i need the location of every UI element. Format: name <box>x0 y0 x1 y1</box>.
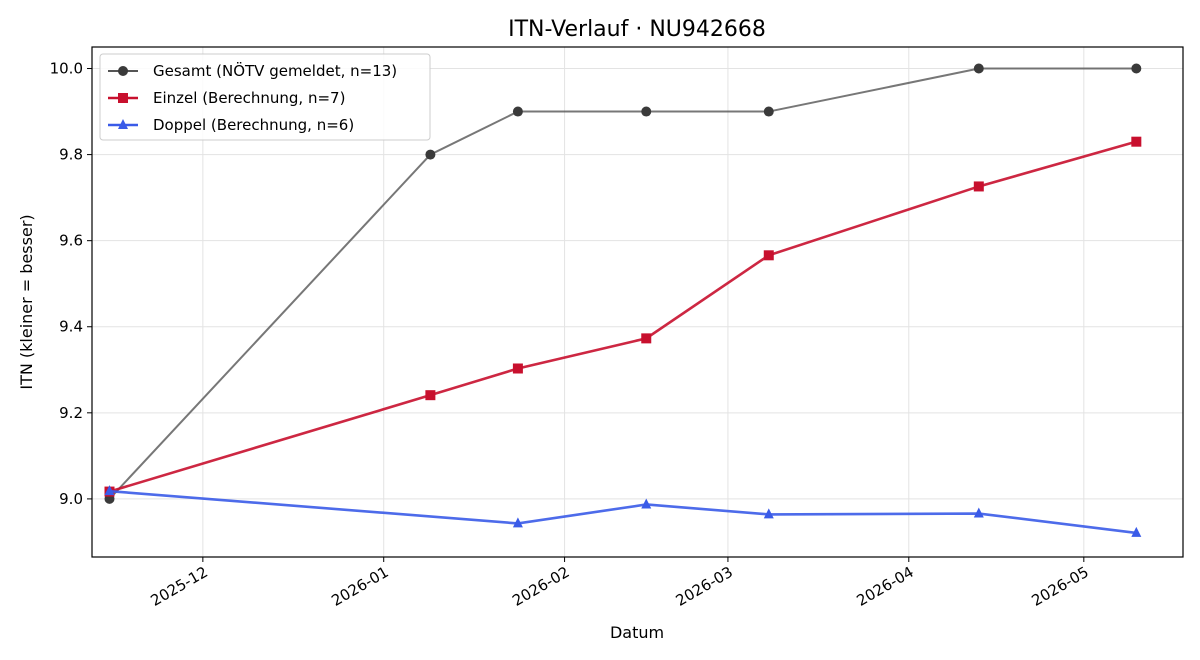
x-tick-label: 2026-01 <box>328 563 391 610</box>
y-tick-label: 9.4 <box>59 318 83 336</box>
legend-label: Einzel (Berechnung, n=7) <box>153 89 345 107</box>
legend: Gesamt (NÖTV gemeldet, n=13) Einzel (Bere… <box>99 53 431 141</box>
data-point <box>1131 526 1142 537</box>
y-axis-label: ITN (kleiner = besser) <box>17 214 36 389</box>
data-point <box>425 149 436 160</box>
x-tick-label: 2026-04 <box>854 563 917 610</box>
y-tick-label: 9.0 <box>59 490 83 508</box>
x-axis: 2025-12 2026-01 2026-02 2026-03 2026-04 2026-… <box>148 557 1092 610</box>
series-layer <box>104 63 1142 537</box>
data-point <box>512 517 523 528</box>
legend-marker <box>118 93 128 103</box>
series-2 <box>104 485 1142 537</box>
x-tick-label: 2026-03 <box>673 563 736 610</box>
data-point <box>763 250 774 261</box>
data-point <box>973 507 984 518</box>
x-tick-label: 2026-02 <box>509 563 572 610</box>
y-tick-label: 9.8 <box>59 146 83 164</box>
legend-label: Gesamt (NÖTV gemeldet, n=13) <box>153 61 397 80</box>
data-point <box>641 333 652 344</box>
data-point <box>1131 136 1142 147</box>
y-tick-label: 10.0 <box>50 60 83 78</box>
series-line <box>109 489 1137 535</box>
legend-marker <box>118 119 128 129</box>
x-tick-label: 2026-05 <box>1029 563 1092 610</box>
legend-box <box>99 53 431 141</box>
series-1 <box>104 136 1142 497</box>
legend-marker <box>118 66 128 76</box>
data-point <box>512 363 523 374</box>
data-point <box>973 181 984 192</box>
data-point <box>425 390 436 401</box>
data-point <box>973 63 984 74</box>
data-point <box>512 106 523 117</box>
data-point <box>641 498 652 509</box>
series-line <box>109 140 1137 493</box>
x-tick-label: 2025-12 <box>148 563 211 610</box>
y-tick-label: 9.6 <box>59 232 83 250</box>
y-tick-label: 9.2 <box>59 404 83 422</box>
data-point <box>763 106 774 117</box>
data-point <box>1131 63 1142 74</box>
data-point <box>763 508 774 519</box>
data-point <box>641 106 652 117</box>
legend-label: Doppel (Berechnung, n=6) <box>153 116 354 134</box>
data-point <box>104 485 115 496</box>
plot-frame <box>91 46 1184 558</box>
chart-title: ITN-Verlauf · NU942668 <box>508 17 766 42</box>
y-axis: 9.0 9.2 9.4 9.6 9.8 10.0 <box>50 60 92 508</box>
x-axis-label: Datum <box>610 623 664 642</box>
